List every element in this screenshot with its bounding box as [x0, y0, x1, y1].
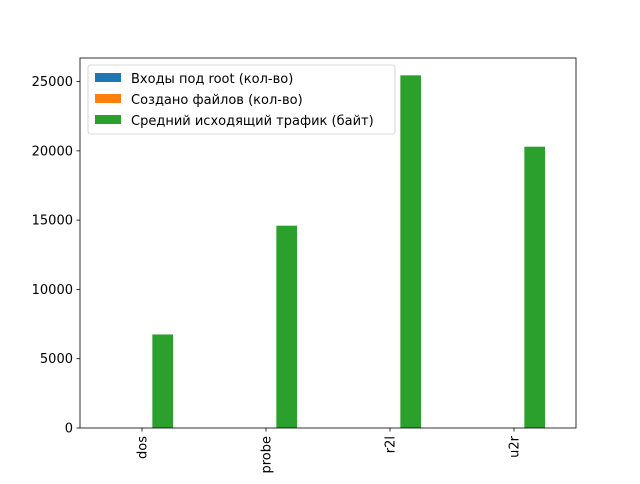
legend-label: Создано файлов (кол-во)	[131, 93, 303, 108]
legend-swatch	[95, 115, 121, 124]
legend-swatch	[95, 94, 121, 103]
legend: Входы под root (кол-во) Создано файлов (к…	[87, 64, 396, 135]
y-tick-label: 25000	[32, 75, 73, 90]
bars-layer	[152, 75, 546, 428]
bar-u2r-series-2	[524, 146, 546, 428]
x-tick-label: u2r	[508, 435, 523, 458]
y-tick-label: 10000	[32, 283, 73, 298]
y-tick-label: 15000	[32, 214, 73, 229]
bar-probe-series-2	[276, 225, 298, 428]
y-tick-label: 5000	[40, 352, 73, 367]
legend-box	[87, 64, 396, 135]
x-tick-label: probe	[260, 436, 275, 474]
axes-layer: 0 5000 10000 15000 20000 25000 dos probe r2l u2r	[32, 57, 577, 474]
y-tick-label: 0	[65, 422, 73, 437]
bar-dos-series-2	[152, 334, 174, 428]
bar-r2l-series-2	[400, 75, 422, 428]
legend-swatch	[95, 73, 121, 82]
legend-label: Входы под root (кол-во)	[131, 72, 293, 87]
y-tick-label: 20000	[32, 144, 73, 159]
legend-label: Средний исходящий трафик (байт)	[131, 114, 374, 129]
x-tick-label: dos	[136, 436, 151, 459]
x-tick-label: r2l	[384, 436, 399, 453]
plot-frame	[79, 57, 577, 429]
